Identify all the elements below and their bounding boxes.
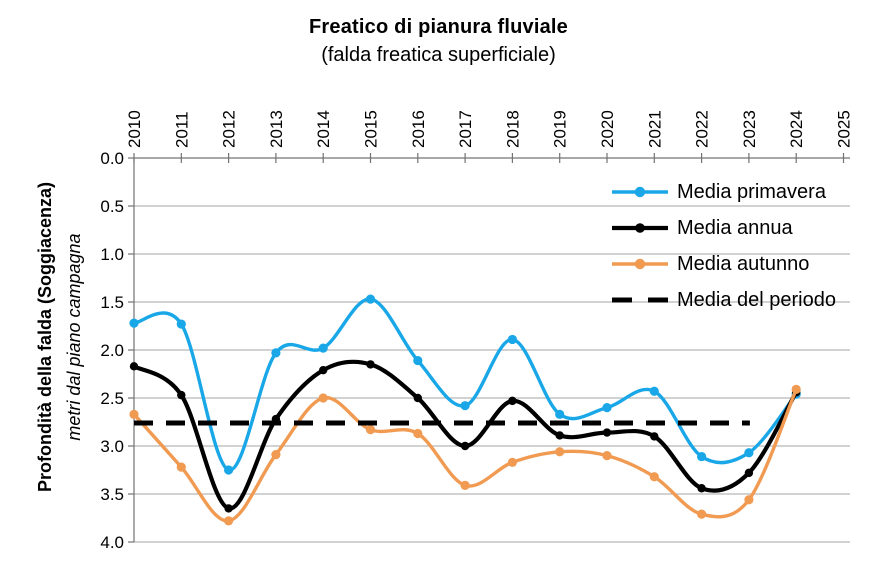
data-point-media-annua xyxy=(319,365,328,375)
legend-label-annua: Media annua xyxy=(677,216,793,239)
data-point-media-autunno xyxy=(602,451,612,461)
chart-subtitle: (falda freatica superficiale) xyxy=(321,44,556,66)
y-tick-label: 1.5 xyxy=(100,293,124,312)
data-point-media-primavera xyxy=(365,294,376,304)
data-point-media-primavera xyxy=(602,403,612,413)
legend-item-media-del-periodo: Media del periodo xyxy=(612,282,836,318)
data-point-media-annua xyxy=(508,396,517,406)
data-point-media-primavera xyxy=(318,343,328,353)
legend-label-autunno: Media autunno xyxy=(677,252,810,275)
x-tick-label: 2020 xyxy=(598,110,617,148)
x-tick-label: 2014 xyxy=(314,110,333,148)
data-point-media-annua xyxy=(224,504,233,513)
data-point-media-primavera xyxy=(129,318,139,328)
x-tick-label: 2015 xyxy=(362,110,381,148)
legend-item-media-primavera: Media primavera xyxy=(612,174,836,210)
data-point-media-annua xyxy=(697,484,706,493)
data-point-media-primavera xyxy=(413,355,423,366)
data-point-media-annua xyxy=(602,428,612,437)
data-point-media-autunno xyxy=(744,495,754,505)
data-point-media-autunno xyxy=(413,428,423,439)
x-tick-label: 2025 xyxy=(835,110,854,148)
x-tick-label: 2018 xyxy=(503,110,522,148)
x-tick-label: 2019 xyxy=(551,110,570,148)
data-point-media-autunno xyxy=(365,425,376,435)
data-point-media-primavera xyxy=(271,348,281,358)
data-point-media-autunno xyxy=(791,384,801,394)
x-tick-label: 2016 xyxy=(409,110,428,148)
x-tick-label: 2011 xyxy=(172,111,191,148)
data-point-media-annua xyxy=(744,468,754,478)
legend-swatch-svg xyxy=(612,258,668,270)
data-point-media-autunno xyxy=(507,457,517,467)
legend-swatch-svg xyxy=(612,223,668,233)
data-point-media-autunno xyxy=(129,409,139,419)
data-point-media-autunno xyxy=(176,462,186,472)
y-tick-label: 0.5 xyxy=(100,197,124,216)
legend-sample-marker xyxy=(634,258,646,270)
data-point-media-autunno xyxy=(697,509,707,519)
data-point-media-autunno xyxy=(460,480,470,490)
x-tick-label: 2022 xyxy=(693,110,712,148)
data-point-media-annua xyxy=(413,393,422,403)
data-point-media-primavera xyxy=(507,334,517,345)
data-point-media-primavera xyxy=(176,319,186,329)
legend-swatch-svg xyxy=(612,186,668,198)
data-point-media-primavera xyxy=(555,409,565,419)
data-point-media-autunno xyxy=(318,393,328,403)
legend-line-annua-icon xyxy=(612,221,668,235)
legend-sample-marker xyxy=(634,186,646,198)
x-tick-label: 2024 xyxy=(787,110,806,148)
data-point-media-autunno xyxy=(555,447,565,457)
x-tick-label: 2010 xyxy=(125,110,144,148)
data-point-media-annua xyxy=(177,390,186,400)
data-point-media-primavera xyxy=(460,401,470,411)
y-tick-label: 2.0 xyxy=(100,341,124,360)
chart-title: Freatico di pianura fluviale xyxy=(309,16,568,38)
data-point-media-annua xyxy=(555,431,564,440)
y-tick-label: 3.0 xyxy=(100,437,124,456)
data-point-media-annua xyxy=(460,441,470,451)
data-point-media-autunno xyxy=(649,472,659,482)
legend-line-periodo-icon xyxy=(612,293,668,307)
legend-line-autunno-icon xyxy=(612,257,668,271)
data-point-media-autunno xyxy=(271,450,281,460)
legend-swatch-svg xyxy=(612,297,668,303)
data-point-media-primavera xyxy=(697,451,707,462)
legend-sample-marker xyxy=(635,223,645,233)
y-tick-label: 2.5 xyxy=(100,389,124,408)
data-point-media-annua xyxy=(129,362,139,371)
x-tick-label: 2013 xyxy=(267,110,286,148)
legend: Media primavera Media annua Media autunn… xyxy=(612,174,836,318)
data-point-media-autunno xyxy=(224,516,234,526)
data-point-media-annua xyxy=(366,360,375,369)
x-tick-label: 2021 xyxy=(645,110,664,148)
legend-item-media-autunno: Media autunno xyxy=(612,246,836,282)
x-tick-label: 2017 xyxy=(456,110,475,148)
data-point-media-primavera xyxy=(649,386,659,396)
legend-label-primavera: Media primavera xyxy=(677,180,826,203)
y-tick-label: 1.0 xyxy=(100,245,124,264)
data-point-media-primavera xyxy=(224,465,234,475)
x-tick-label: 2012 xyxy=(220,110,239,148)
data-point-media-annua xyxy=(650,432,659,441)
y-tick-label: 4.0 xyxy=(100,533,124,552)
y-tick-label: 3.5 xyxy=(100,485,124,504)
y-tick-label: 0.0 xyxy=(100,149,124,168)
legend-label-periodo: Media del periodo xyxy=(677,288,836,311)
data-point-media-primavera xyxy=(744,448,754,458)
x-tick-label: 2023 xyxy=(740,110,759,148)
legend-item-media-annua: Media annua xyxy=(612,210,836,246)
legend-line-primavera-icon xyxy=(612,185,668,199)
